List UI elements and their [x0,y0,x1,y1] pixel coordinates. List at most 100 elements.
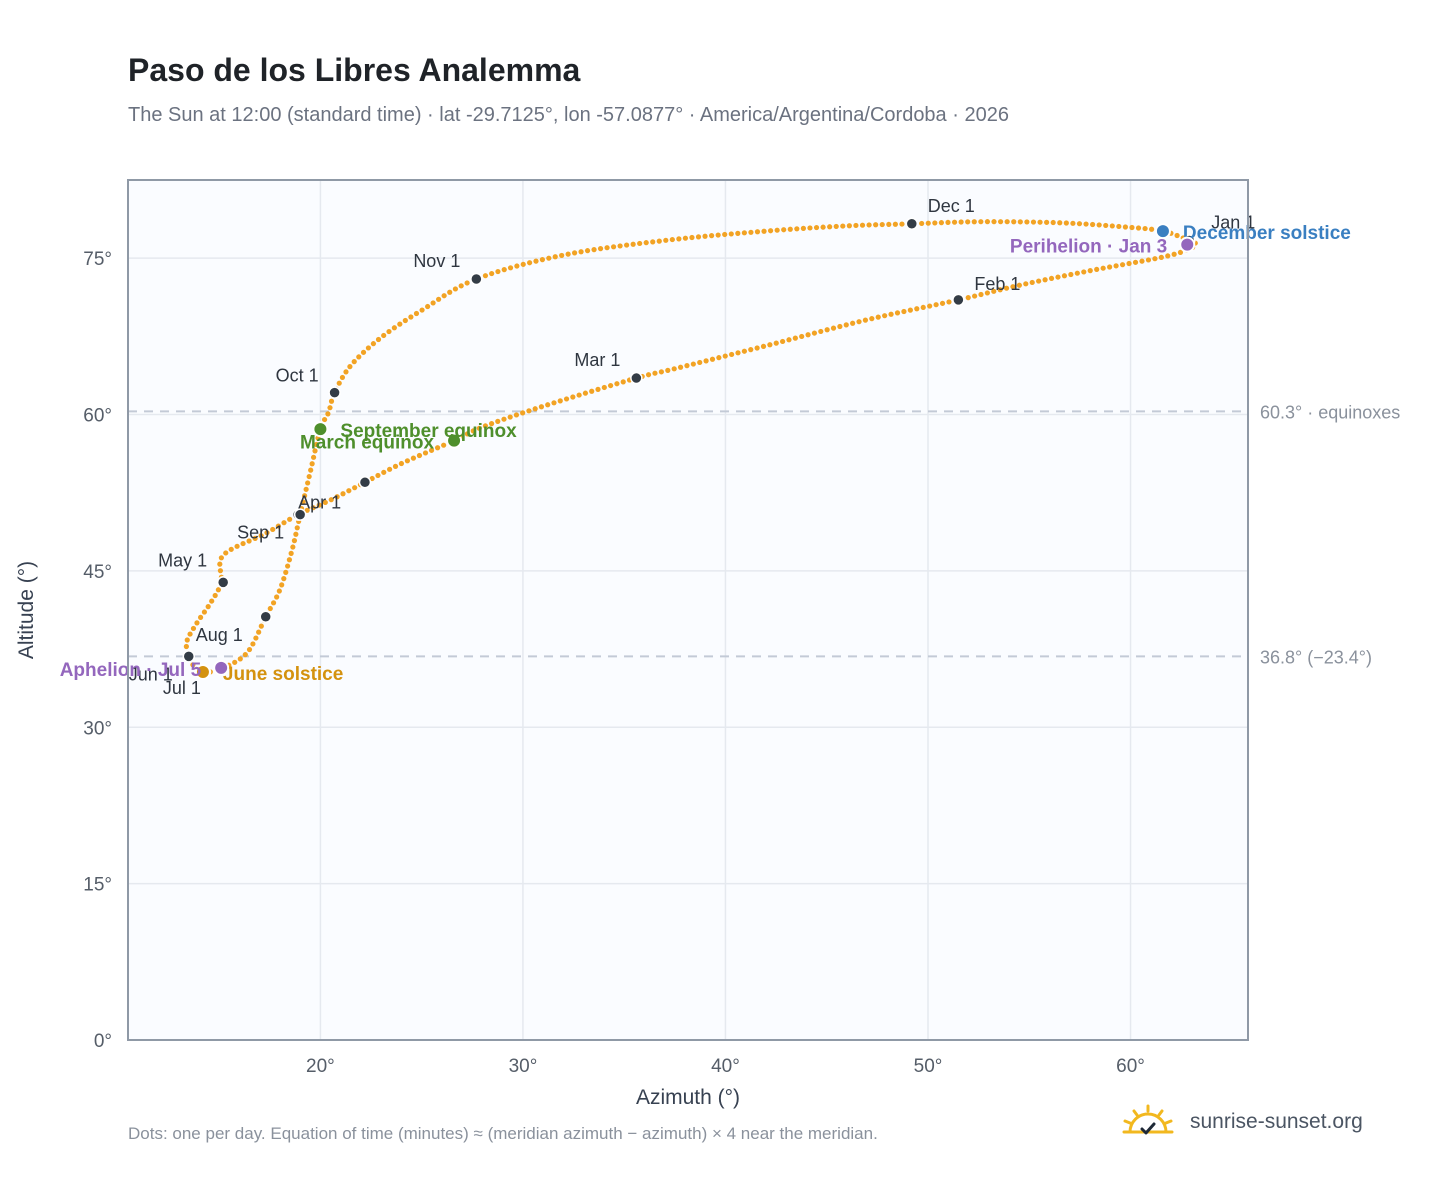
day-dot [862,317,869,323]
day-dot [1087,268,1093,274]
day-dot [538,404,545,410]
day-dot [1139,258,1145,264]
day-dot [748,347,754,353]
day-dot [422,450,429,456]
day-dot [306,473,312,480]
day-dot [690,361,696,367]
day-dot [958,219,964,225]
day-dot [945,219,951,226]
day-dot [787,226,793,232]
day-dot [833,223,839,230]
day-dot [773,340,779,346]
day-dot [565,251,571,257]
month-label: Mar 1 [574,350,620,370]
day-dot [217,568,224,574]
day-dot [830,325,837,331]
reference-line-label: 60.3° · equinoxes [1260,402,1400,422]
day-dot [630,241,636,247]
day-dot [430,300,436,306]
day-dot [1011,219,1017,225]
day-dot [1100,265,1106,271]
day-dot [513,412,520,418]
day-dot [228,546,234,552]
day-dot [663,237,669,243]
event-label: Aphelion · Jul 5 [60,660,202,681]
day-dot [595,386,601,392]
day-dot [1149,226,1155,232]
day-dot [218,555,224,561]
day-dot [914,306,920,312]
day-dot [287,516,293,522]
day-dot [571,250,578,256]
day-dot [1010,284,1016,290]
day-dot [392,463,399,469]
day-dot [197,614,204,620]
month-label: Oct 1 [276,366,319,386]
day-dot [302,493,308,499]
y-tick-label: 45° [83,562,112,583]
day-dot [267,605,273,612]
day-dot [258,623,264,629]
day-dot [223,550,229,556]
day-dot [951,219,958,225]
day-dot [799,333,805,340]
day-dot [275,523,281,529]
day-dot [984,219,991,225]
day-dot [281,576,287,582]
day-dot [410,455,417,461]
day-dot [209,598,215,604]
day-dot [741,348,747,354]
day-dot [1003,285,1010,291]
day-dot [1068,271,1074,278]
day-dot [482,273,489,279]
day-dot [786,337,792,343]
day-dot [232,659,238,665]
day-dot [1016,282,1022,288]
day-dot [501,416,507,422]
event-label: Perihelion · Jan 3 [1010,237,1167,258]
day-dot [807,225,813,231]
day-dot [760,343,767,349]
day-dot [270,526,276,533]
month-label: Nov 1 [413,251,460,271]
day-dot [1023,281,1029,287]
day-dot [294,525,300,531]
day-dot [837,323,843,330]
day-dot [325,411,331,417]
day-dot [190,662,196,668]
day-dot [300,499,306,505]
day-dot [312,448,318,454]
month-marker [293,508,307,521]
day-dot [570,394,576,400]
day-dot [894,310,901,316]
day-dot [201,609,208,615]
month-marker [216,576,230,589]
brand[interactable]: sunrise-sunset.org [1120,1102,1363,1142]
day-dot [1044,219,1050,225]
day-dot [563,396,570,402]
day-dot [800,225,806,231]
day-dot [1174,232,1180,239]
day-dot [482,423,489,429]
day-dot [343,369,349,375]
x-tick-label: 60° [1116,1056,1145,1077]
day-dot [811,330,818,336]
day-dot [1074,270,1080,276]
day-dot [488,421,495,427]
day-dot [281,520,287,526]
day-dot [507,265,514,271]
day-dot [729,351,735,358]
day-dot [843,322,849,328]
x-axis-ticks: 20° 30° 40° 50° 60° [306,1056,1145,1077]
day-dot [347,364,353,370]
day-dot [824,327,830,333]
day-dot [1076,221,1083,227]
day-dot [234,543,240,549]
day-dot [856,319,862,325]
day-dot [520,410,526,416]
day-dot [258,533,264,539]
event-label: December solstice [1183,223,1351,244]
day-dot [464,280,470,286]
day-dot [402,317,408,324]
day-dot [501,267,507,273]
